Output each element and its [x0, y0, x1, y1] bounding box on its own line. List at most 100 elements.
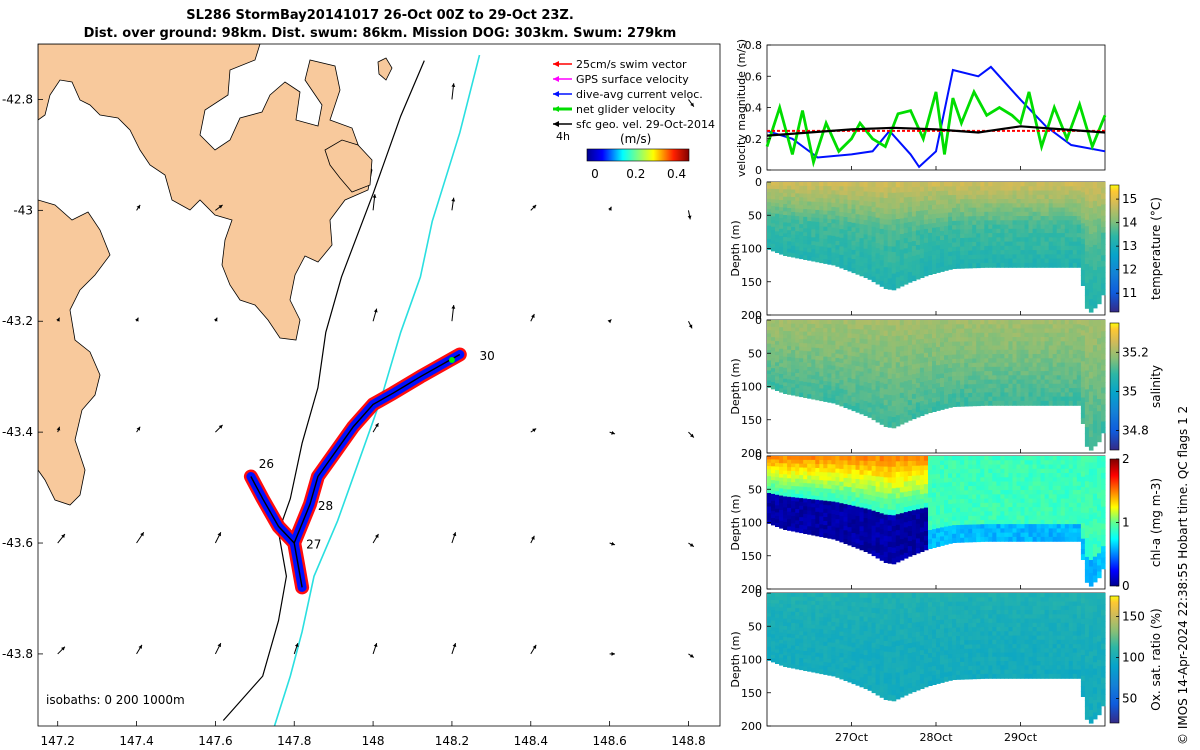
- section-cell: [992, 502, 997, 508]
- section-cell: [875, 522, 881, 528]
- section-cell: [799, 392, 804, 398]
- section-cell: [779, 214, 784, 219]
- section-cell: [827, 182, 832, 187]
- section-cell: [1076, 400, 1082, 406]
- section-cell: [779, 196, 784, 201]
- section-cell: [948, 195, 953, 201]
- section-cell: [779, 366, 784, 371]
- section-cell: [968, 464, 973, 470]
- section-cell: [819, 226, 824, 231]
- section-cell: [1012, 494, 1018, 500]
- section-cell: [1020, 199, 1026, 204]
- section-cell: [964, 229, 969, 235]
- section-cell: [871, 520, 877, 527]
- section-cell: [1016, 494, 1022, 500]
- section-cell: [960, 380, 965, 386]
- section-cell: [952, 477, 957, 483]
- section-cell: [875, 396, 881, 403]
- section-cell: [1072, 320, 1078, 325]
- section-cell: [863, 475, 869, 481]
- section-cell: [783, 320, 788, 325]
- section-cell: [767, 509, 772, 514]
- section-cell: [903, 320, 909, 326]
- section-cell: [1008, 494, 1013, 500]
- section-cell: [1052, 366, 1058, 372]
- section-cell: [1101, 198, 1106, 206]
- section-cell: [803, 197, 808, 202]
- section-cell: [859, 357, 865, 363]
- section-cell: [851, 356, 857, 362]
- section-cell: [899, 254, 905, 261]
- section-cell: [875, 355, 881, 362]
- section-cell: [783, 456, 788, 461]
- section-cell: [903, 253, 909, 260]
- section-cell: [964, 401, 969, 407]
- section-cell: [1036, 241, 1042, 247]
- section-cell: [1016, 379, 1022, 385]
- section-cell: [956, 456, 961, 461]
- section-cell: [1084, 395, 1090, 403]
- section-cell: [972, 515, 977, 521]
- section-cell: [911, 364, 917, 370]
- section-cell: [915, 407, 921, 413]
- section-cell: [936, 209, 941, 215]
- section-cell: [771, 514, 776, 519]
- section-cell: [1060, 358, 1066, 364]
- section-cell: [936, 378, 941, 384]
- section-cell: [791, 208, 796, 213]
- section-cell: [964, 255, 969, 260]
- section-cell: [940, 527, 945, 533]
- section-cell: [1056, 388, 1062, 393]
- section-cell: [767, 377, 772, 382]
- section-cell: [903, 552, 909, 559]
- section-cell: [859, 516, 865, 523]
- section-cell: [1080, 335, 1086, 342]
- section-cell: [907, 481, 913, 487]
- section-cell: [839, 324, 844, 330]
- section-cell: [771, 487, 776, 491]
- section-cell: [867, 514, 873, 520]
- section-cell: [839, 464, 844, 470]
- section-cell: [1032, 507, 1038, 512]
- section-cell: [972, 392, 977, 398]
- section-cell: [779, 517, 784, 522]
- section-cell: [815, 233, 820, 239]
- section-cell: [815, 335, 820, 341]
- section-cell: [1008, 507, 1013, 512]
- legend-label: sfc geo. vel. 29-Oct-2014: [576, 118, 715, 131]
- section-cell: [1088, 214, 1094, 222]
- section-cell: [903, 340, 909, 347]
- section-cell: [964, 246, 969, 252]
- section-cell: [1084, 427, 1090, 435]
- section-cell: [948, 363, 953, 369]
- section-cell: [867, 259, 873, 266]
- section-cell: [1076, 345, 1082, 351]
- section-cell: [875, 263, 881, 270]
- section-cell: [932, 529, 937, 535]
- section-cell: [795, 456, 800, 461]
- section-cell: [988, 536, 993, 542]
- section-cell: [923, 366, 929, 373]
- section-cell: [1008, 254, 1013, 260]
- section-cell: [928, 242, 933, 248]
- section-cell: [803, 378, 808, 383]
- section-cell: [952, 367, 957, 373]
- section-cell: [895, 530, 901, 536]
- section-cell: [799, 373, 804, 378]
- section-cell: [911, 339, 917, 346]
- section-cell: [827, 332, 832, 337]
- section-cell: [948, 464, 953, 470]
- section-cell: [1036, 345, 1042, 351]
- section-cell: [984, 375, 989, 381]
- section-cell: [787, 342, 792, 347]
- section-cell: [911, 408, 917, 415]
- section-cell: [879, 366, 885, 373]
- section-cell: [835, 527, 840, 533]
- section-cell: [807, 495, 812, 500]
- section-cell: [923, 390, 929, 396]
- section-cell: [944, 386, 949, 392]
- section-cell: [843, 473, 849, 479]
- section-cell: [767, 380, 772, 385]
- section-cell: [956, 341, 961, 347]
- section-cell: [799, 517, 804, 522]
